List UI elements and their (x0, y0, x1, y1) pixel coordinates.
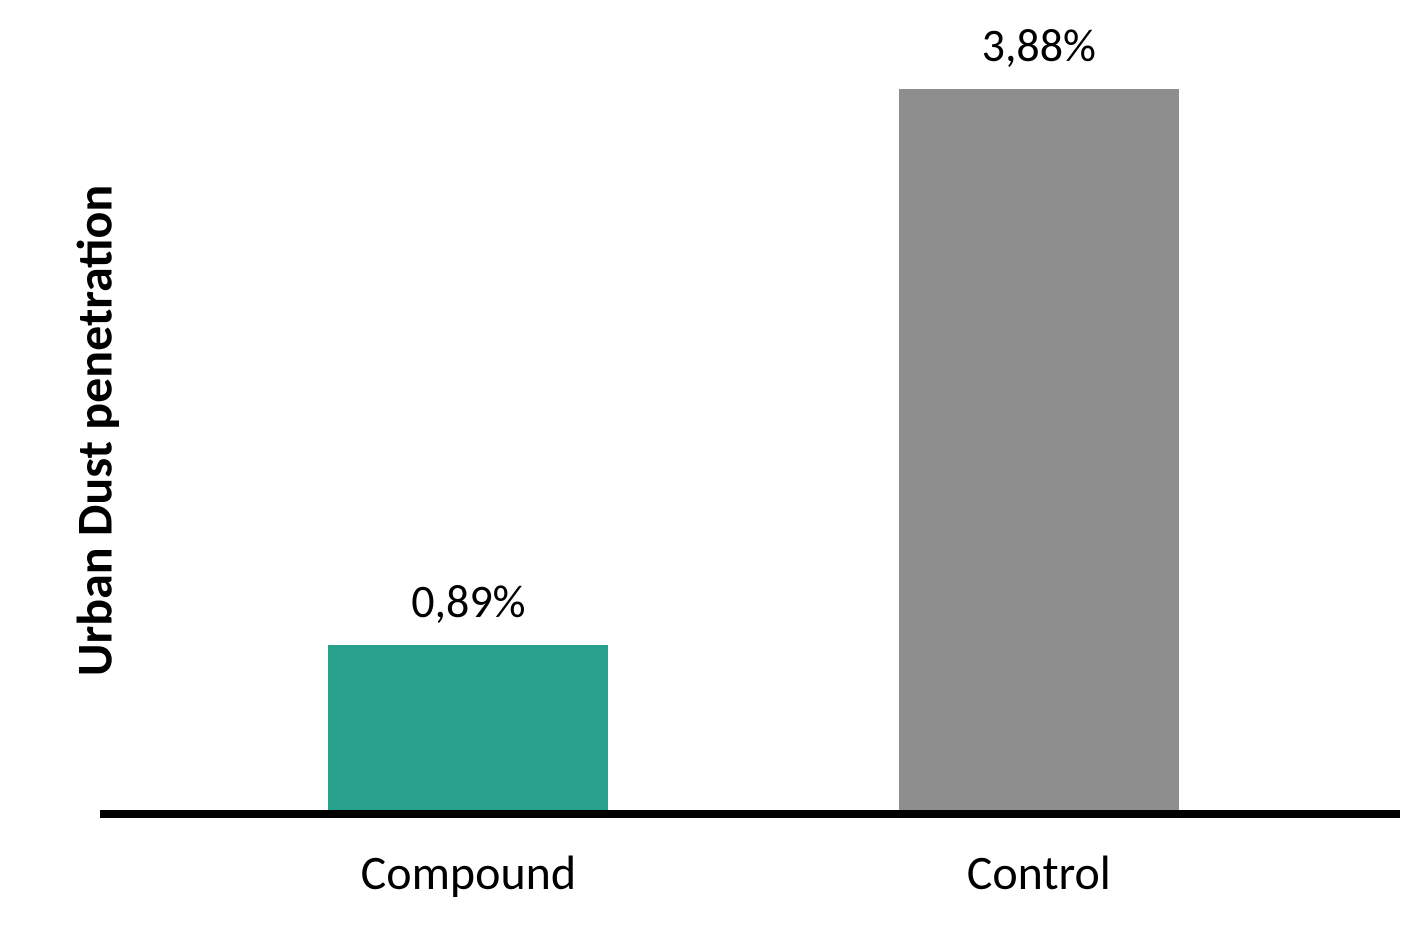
chart-container: Urban Dust penetration 0,89%3,88% Compou… (0, 0, 1416, 944)
category-label-control: Control (839, 843, 1239, 902)
value-label-compound: 0,89% (318, 574, 618, 630)
bar-compound (328, 645, 608, 810)
bar-control (899, 89, 1179, 810)
x-axis-line (100, 810, 1400, 818)
category-label-compound: Compound (268, 843, 668, 902)
plot-area: 0,89%3,88% (130, 30, 1370, 810)
value-label-control: 3,88% (889, 18, 1189, 74)
y-axis-label: Urban Dust penetration (65, 81, 126, 781)
